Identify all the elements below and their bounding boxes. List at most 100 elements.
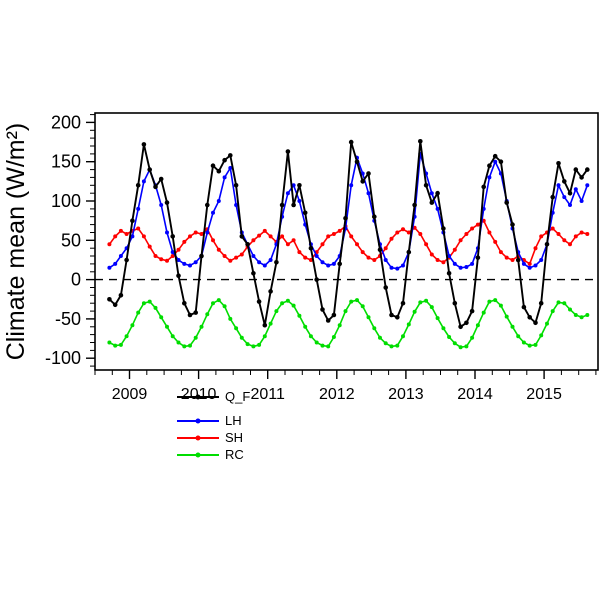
data-point — [164, 200, 170, 205]
data-point — [205, 312, 210, 317]
legend-key-line — [177, 418, 219, 424]
data-point — [210, 163, 216, 168]
data-point — [429, 252, 434, 257]
data-point — [424, 242, 429, 247]
data-point — [262, 334, 267, 339]
data-point — [349, 183, 354, 188]
data-point — [222, 254, 227, 258]
data-point — [118, 342, 123, 347]
data-point — [211, 238, 215, 243]
legend-item-lh: LH — [176, 413, 250, 429]
data-point — [464, 320, 469, 326]
data-point — [135, 183, 141, 188]
data-point — [165, 230, 169, 235]
data-point — [314, 254, 319, 258]
data-point — [176, 273, 181, 279]
data-point — [366, 255, 371, 260]
data-point — [314, 340, 319, 345]
data-point — [395, 315, 400, 320]
data-point — [464, 344, 469, 349]
legend-label-lh: LH — [225, 413, 242, 428]
data-point — [268, 258, 273, 262]
data-point — [268, 321, 273, 326]
data-point — [291, 202, 296, 208]
data-point — [285, 242, 290, 247]
data-point — [216, 247, 221, 252]
data-point — [239, 252, 244, 257]
data-point — [360, 179, 366, 184]
data-point — [521, 340, 526, 345]
y-tick-label: -50 — [55, 309, 81, 329]
data-point — [487, 163, 492, 168]
data-point — [130, 323, 135, 328]
data-point — [447, 254, 452, 258]
data-point — [193, 310, 198, 315]
data-point — [170, 334, 175, 339]
data-point — [562, 195, 567, 200]
data-point — [222, 304, 227, 309]
data-point — [118, 293, 124, 298]
data-point — [331, 232, 336, 236]
data-point — [234, 326, 239, 331]
data-point — [406, 249, 412, 255]
data-point — [268, 234, 273, 239]
data-point — [136, 206, 141, 211]
data-point — [412, 309, 417, 314]
data-point — [285, 191, 290, 196]
data-point — [452, 300, 458, 306]
data-point — [182, 239, 187, 244]
data-point — [147, 167, 152, 172]
data-point — [308, 258, 313, 262]
data-point — [573, 234, 578, 239]
data-point — [458, 238, 463, 243]
data-point — [239, 335, 244, 340]
data-point — [498, 303, 503, 308]
data-point — [504, 255, 509, 260]
data-point — [366, 171, 371, 176]
data-point — [153, 305, 158, 310]
data-point — [228, 258, 233, 263]
data-point — [262, 322, 268, 328]
x-tick-label: 2009 — [112, 386, 148, 403]
data-point — [585, 313, 590, 317]
data-point — [354, 159, 360, 164]
data-point — [343, 216, 348, 221]
data-point — [153, 184, 158, 190]
data-point — [458, 345, 463, 350]
data-point — [280, 234, 285, 239]
data-point — [504, 314, 509, 319]
data-point — [435, 206, 440, 211]
data-point — [234, 255, 239, 260]
data-point — [435, 316, 440, 321]
data-point — [527, 315, 532, 320]
data-point — [158, 176, 164, 182]
data-point — [107, 265, 112, 270]
data-point — [130, 234, 135, 239]
data-point — [395, 230, 400, 235]
data-point — [297, 250, 302, 255]
data-point — [170, 250, 175, 255]
data-point — [239, 234, 245, 239]
plot-frame — [94, 112, 599, 371]
data-point — [326, 344, 331, 349]
data-point — [141, 142, 147, 147]
data-point — [492, 153, 498, 159]
data-point — [556, 183, 561, 188]
data-point — [141, 234, 146, 239]
data-point — [533, 246, 538, 251]
data-point — [360, 304, 365, 309]
data-point — [331, 335, 336, 339]
data-point — [401, 263, 405, 268]
data-point — [533, 342, 538, 347]
data-point — [234, 203, 239, 207]
data-point — [308, 245, 314, 251]
data-point — [487, 175, 492, 180]
x-tick-label: 2014 — [457, 386, 493, 403]
data-point — [326, 263, 331, 268]
data-point — [493, 159, 498, 164]
data-point — [389, 265, 394, 270]
data-point — [464, 232, 469, 236]
data-point — [510, 258, 515, 262]
data-point — [228, 316, 233, 321]
data-point — [176, 258, 181, 262]
